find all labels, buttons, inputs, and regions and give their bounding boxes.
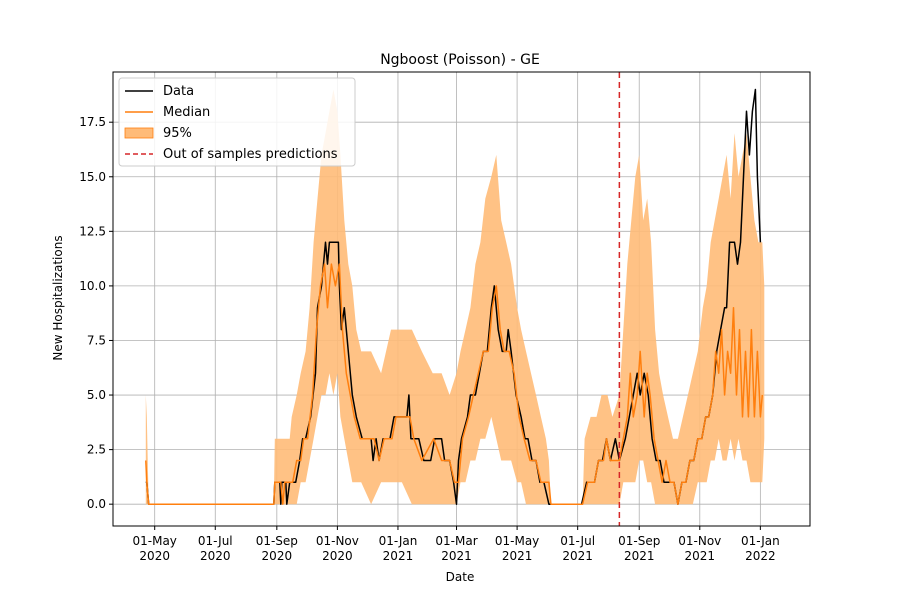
y-tick-label: 7.5: [87, 333, 106, 347]
x-tick-label: 01-Nov 2020: [316, 534, 359, 563]
y-tick-label: 10.0: [79, 279, 106, 293]
legend-label: Data: [163, 84, 194, 99]
x-axis-label: Date: [446, 570, 475, 584]
axes: 01-May 2020 01-Jul 2020 01-Sep 2020 01-Nov 2020…: [79, 71, 811, 563]
legend: Data Median 95% Out of samples predictions: [118, 77, 356, 167]
y-tick-label: 15.0: [79, 170, 106, 184]
x-tick-label: 01-May 2021: [495, 534, 539, 563]
median-series-line: [145, 263, 764, 505]
x-tick-label: 01-May 2020: [132, 534, 176, 563]
x-tick-label: 01-Jul 2020: [198, 534, 233, 563]
x-tick-label: 01-Nov 2021: [678, 534, 721, 563]
axes-frame: [112, 71, 811, 527]
x-tick-label: 01-Mar 2021: [435, 534, 477, 563]
legend-label: Median: [163, 105, 210, 120]
legend-label: 95%: [163, 126, 192, 141]
x-tick-label: 01-Jul 2021: [560, 534, 595, 563]
y-tick-label: 2.5: [87, 443, 106, 457]
legend-swatch: [124, 127, 154, 139]
x-tick-label: 01-Jan 2022: [741, 534, 780, 563]
y-tick-label: 17.5: [79, 115, 106, 129]
y-tick-label: 5.0: [87, 388, 106, 402]
y-axis-label: New Hospitalizations: [51, 235, 65, 360]
y-tick-label: 12.5: [79, 224, 106, 238]
plot-area: [113, 72, 810, 526]
x-tick-label: 01-Jan 2021: [379, 534, 418, 563]
y-tick-label: 0.0: [87, 497, 106, 511]
x-tick-label: 01-Sep 2020: [256, 534, 298, 563]
band-95-area: [145, 89, 765, 505]
series-group: [145, 88, 765, 505]
legend-label: Out of samples predictions: [163, 147, 338, 162]
x-tick-label: 01-Sep 2021: [618, 534, 660, 563]
chart-title: Ngboost (Poisson) - GE: [380, 52, 540, 68]
legend-box: [118, 77, 356, 167]
